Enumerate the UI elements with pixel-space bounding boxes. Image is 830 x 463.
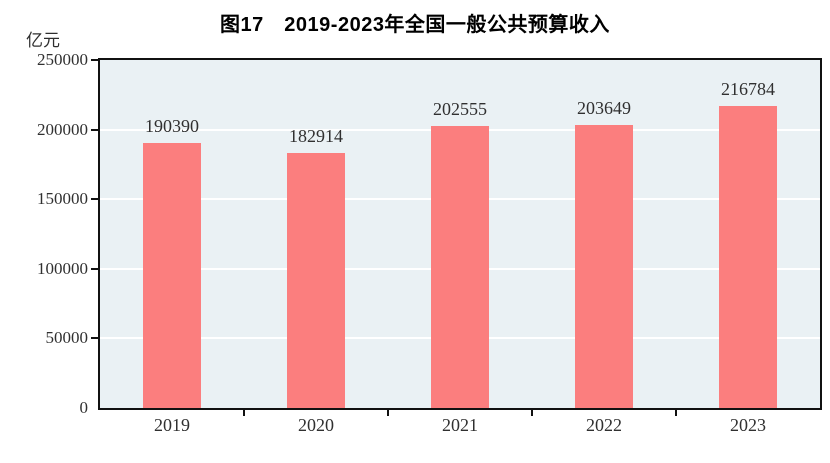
x-axis-tick-label: 2021 [442,415,478,435]
bar [143,142,201,408]
y-axis-tick-label: 250000 [37,50,88,69]
bar-value-label: 202555 [433,99,487,120]
y-axis-unit-label: 亿元 [26,31,60,50]
y-axis-tick-mark [91,267,98,270]
y-axis-tick-label: 0 [79,398,89,417]
x-axis-tick-mark [531,408,533,416]
y-axis-tick-mark [91,198,98,201]
bar [287,153,345,408]
bar-value-label: 216784 [721,79,775,100]
x-axis-tick-label: 2020 [298,415,334,435]
plot-area: 190390 182914 202555 203649 216784 [98,58,822,410]
y-axis-tick-label: 100000 [37,258,88,278]
bar [719,106,777,408]
bar-value-label: 190390 [145,115,199,136]
x-axis-tick-mark [675,408,677,416]
x-axis-tick-mark [387,408,389,416]
bar-value-label: 182914 [289,126,343,147]
x-axis-tick-label: 2019 [154,415,190,435]
bar-value-label: 203649 [577,97,631,118]
y-axis-tick-label: 150000 [37,189,88,209]
x-axis-tick-mark [243,408,245,416]
y-axis-tick-mark [91,128,98,131]
bar [575,124,633,408]
y-axis-tick-label: 50000 [45,328,89,348]
y-axis-tick-label: 200000 [37,119,88,139]
x-axis-tick-label: 2022 [586,415,622,435]
bar [431,126,489,408]
chart-title: 图17 2019-2023年全国一般公共预算收入 [220,14,610,36]
y-axis-tick-mark [91,337,98,340]
y-axis-tick-mark [91,59,98,61]
x-axis-tick-label: 2023 [730,415,766,435]
